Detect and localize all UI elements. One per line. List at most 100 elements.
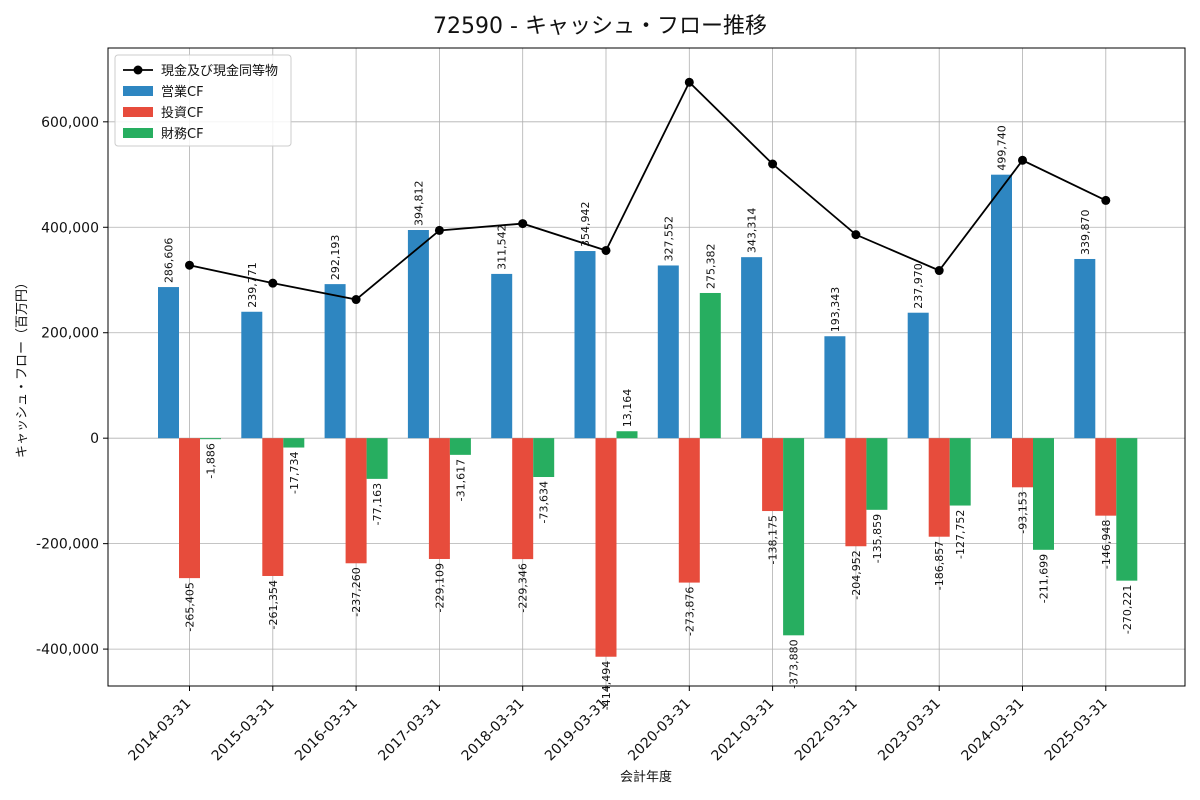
x-tick-label: 2025-03-31 xyxy=(1042,696,1111,765)
point-2018-03-31 xyxy=(518,219,528,229)
data-label: -373,880 xyxy=(788,639,801,688)
x-tick-label: 2017-03-31 xyxy=(375,696,444,765)
data-label: 237,970 xyxy=(912,263,925,309)
bar-財務CF-2017-03-31 xyxy=(449,438,471,455)
data-label: -77,163 xyxy=(371,483,384,525)
legend-label: 財務CF xyxy=(161,127,204,142)
bar-投資CF-2022-03-31 xyxy=(845,438,867,547)
data-label: 286,606 xyxy=(163,238,176,284)
bar-財務CF-2023-03-31 xyxy=(949,438,971,506)
data-label: -17,734 xyxy=(288,452,301,494)
y-tick-label: -200,000 xyxy=(36,537,99,553)
point-2021-03-31 xyxy=(768,159,778,169)
data-label: -127,752 xyxy=(954,510,967,559)
point-2015-03-31 xyxy=(268,278,278,288)
y-tick-label: -400,000 xyxy=(36,642,99,658)
bar-財務CF-2014-03-31 xyxy=(200,438,221,440)
bar-財務CF-2022-03-31 xyxy=(866,438,888,510)
chart-title: 72590 - キャッシュ・フロー推移 xyxy=(433,14,767,39)
legend-label: 投資CF xyxy=(161,105,204,121)
legend-marker xyxy=(133,65,143,75)
data-label: 343,314 xyxy=(746,208,759,254)
bar-営業CF-2025-03-31 xyxy=(1074,258,1096,439)
legend-label: 営業CF xyxy=(161,84,204,100)
bar-営業CF-2018-03-31 xyxy=(491,273,513,439)
bar-営業CF-2017-03-31 xyxy=(407,230,429,439)
bar-投資CF-2024-03-31 xyxy=(1012,438,1033,488)
bar-営業CF-2015-03-31 xyxy=(241,311,263,439)
bar-投資CF-2021-03-31 xyxy=(762,438,784,512)
bar-投資CF-2020-03-31 xyxy=(678,438,700,583)
bar-投資CF-2016-03-31 xyxy=(345,438,367,564)
data-label: 292,193 xyxy=(329,235,342,281)
bar-投資CF-2018-03-31 xyxy=(512,438,534,560)
data-label: 339,870 xyxy=(1079,209,1092,255)
data-labels: 286,606 239,771 292,193 394,812 311,542 354,9… xyxy=(163,125,1134,710)
data-label: -229,346 xyxy=(517,563,530,612)
bar-営業CF-2022-03-31 xyxy=(824,336,846,439)
x-tick-label: 2015-03-31 xyxy=(209,696,278,765)
point-2014-03-31 xyxy=(185,260,194,270)
data-label: 394,812 xyxy=(412,181,425,227)
legend-swatch xyxy=(123,128,153,138)
data-label: -261,354 xyxy=(267,580,280,629)
point-2017-03-31 xyxy=(434,225,444,235)
data-label: 354,942 xyxy=(579,202,592,248)
data-label: -273,876 xyxy=(683,587,696,636)
y-tick-label: 0 xyxy=(90,431,99,447)
bar-財務CF-2025-03-31 xyxy=(1116,438,1138,581)
bar-営業CF-2019-03-31 xyxy=(574,251,596,439)
data-label: -204,952 xyxy=(850,550,863,599)
bar-営業CF-2014-03-31 xyxy=(158,287,179,439)
x-tick-label: 2021-03-31 xyxy=(709,696,778,765)
x-tick-label: 2018-03-31 xyxy=(459,696,528,765)
bar-財務CF-2024-03-31 xyxy=(1033,438,1054,550)
x-tick-label: 2016-03-31 xyxy=(292,696,361,765)
data-label: -31,617 xyxy=(454,459,467,501)
data-label: -414,494 xyxy=(600,661,613,710)
point-2020-03-31 xyxy=(684,77,694,87)
data-label: -265,405 xyxy=(184,582,197,631)
y-tick-label: 200,000 xyxy=(41,326,99,342)
data-label: -237,260 xyxy=(350,567,363,616)
x-tick-label: 2024-03-31 xyxy=(958,696,1027,765)
x-axis-label: 会計年度 xyxy=(620,769,672,785)
bar-投資CF-2019-03-31 xyxy=(595,438,617,657)
x-tick-label: 2022-03-31 xyxy=(792,696,861,765)
bar-財務CF-2016-03-31 xyxy=(366,438,388,479)
bar-投資CF-2017-03-31 xyxy=(428,438,450,559)
data-label: -73,634 xyxy=(538,481,551,523)
point-2019-03-31 xyxy=(601,245,611,255)
bar-財務CF-2018-03-31 xyxy=(533,438,555,478)
bar-営業CF-2020-03-31 xyxy=(657,265,679,439)
bar-財務CF-2021-03-31 xyxy=(783,438,805,636)
y-tick-label: 600,000 xyxy=(41,115,99,131)
y-axis-label: キャッシュ・フロー（百万円） xyxy=(15,276,30,458)
data-label: 275,382 xyxy=(704,243,717,289)
bars xyxy=(158,174,1138,657)
legend-box xyxy=(114,54,292,147)
data-label: -135,859 xyxy=(871,514,884,563)
legend-swatch xyxy=(123,107,153,117)
data-label: -138,175 xyxy=(767,515,780,564)
line-現金及び現金同等物 xyxy=(189,80,1107,301)
bar-投資CF-2023-03-31 xyxy=(928,438,950,537)
bar-財務CF-2020-03-31 xyxy=(699,292,721,439)
data-label: -186,857 xyxy=(933,541,946,590)
data-label: 327,552 xyxy=(662,216,675,262)
data-label: 311,542 xyxy=(496,224,509,270)
bar-営業CF-2024-03-31 xyxy=(991,174,1012,439)
bar-財務CF-2015-03-31 xyxy=(283,438,305,448)
point-2022-03-31 xyxy=(851,230,861,240)
point-2024-03-31 xyxy=(1018,155,1027,165)
x-tick-label: 2014-03-31 xyxy=(125,696,194,765)
bar-投資CF-2014-03-31 xyxy=(179,438,200,579)
data-label: 13,164 xyxy=(621,389,634,428)
data-label: -1,886 xyxy=(205,443,218,478)
x-tick-label: 2019-03-31 xyxy=(542,696,611,765)
data-label: 193,343 xyxy=(829,287,842,333)
point-2023-03-31 xyxy=(934,266,944,276)
bar-投資CF-2015-03-31 xyxy=(262,438,284,576)
